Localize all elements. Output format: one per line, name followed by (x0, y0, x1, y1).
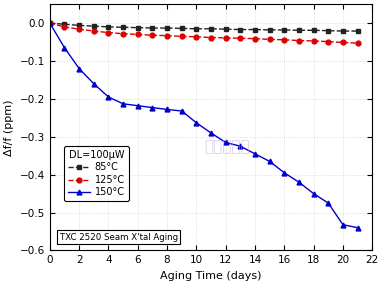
Text: TXC 2520 Seam X'tal Aging: TXC 2520 Seam X'tal Aging (59, 233, 178, 242)
125°C (209, 36, 213, 39)
85°C (282, 28, 286, 32)
150°C (340, 223, 345, 226)
125°C (267, 38, 272, 41)
125°C (92, 29, 96, 33)
150°C (223, 141, 228, 144)
150°C (179, 109, 184, 113)
150°C (121, 102, 125, 105)
85°C (238, 28, 242, 31)
85°C (62, 23, 67, 26)
Legend: 85°C, 125°C, 150°C: 85°C, 125°C, 150°C (64, 146, 129, 201)
125°C (326, 40, 331, 43)
125°C (62, 25, 67, 28)
85°C (326, 29, 331, 32)
150°C (297, 180, 301, 184)
Text: 金洛鑫电子: 金洛鑫电子 (204, 139, 250, 154)
125°C (165, 34, 169, 37)
150°C (62, 46, 67, 49)
125°C (355, 42, 360, 45)
125°C (311, 39, 316, 43)
150°C (150, 106, 155, 109)
Line: 85°C: 85°C (47, 21, 360, 34)
85°C (121, 26, 125, 29)
85°C (355, 29, 360, 33)
125°C (282, 38, 286, 42)
125°C (77, 27, 82, 31)
125°C (106, 31, 111, 34)
150°C (106, 95, 111, 99)
85°C (311, 28, 316, 32)
85°C (106, 25, 111, 28)
Line: 150°C: 150°C (47, 21, 360, 230)
85°C (179, 27, 184, 30)
150°C (355, 226, 360, 229)
85°C (223, 27, 228, 31)
85°C (165, 26, 169, 30)
150°C (136, 104, 140, 107)
150°C (92, 82, 96, 86)
85°C (136, 26, 140, 29)
150°C (209, 131, 213, 135)
150°C (253, 152, 257, 156)
85°C (150, 26, 155, 30)
125°C (297, 39, 301, 42)
150°C (77, 67, 82, 70)
150°C (165, 108, 169, 111)
85°C (340, 29, 345, 33)
150°C (47, 21, 52, 25)
85°C (77, 24, 82, 27)
125°C (238, 36, 242, 40)
85°C (194, 27, 199, 30)
85°C (92, 25, 96, 28)
125°C (47, 21, 52, 25)
85°C (253, 28, 257, 31)
150°C (282, 171, 286, 174)
150°C (194, 121, 199, 125)
150°C (267, 160, 272, 163)
125°C (121, 32, 125, 35)
125°C (136, 33, 140, 36)
125°C (150, 34, 155, 37)
X-axis label: Aging Time (days): Aging Time (days) (160, 271, 262, 281)
125°C (179, 35, 184, 38)
125°C (340, 41, 345, 44)
150°C (326, 201, 331, 205)
150°C (238, 144, 242, 148)
125°C (194, 35, 199, 38)
85°C (47, 21, 52, 25)
85°C (297, 28, 301, 32)
85°C (267, 28, 272, 32)
Y-axis label: Δf/f (ppm): Δf/f (ppm) (4, 99, 14, 156)
Line: 125°C: 125°C (47, 21, 360, 46)
125°C (223, 36, 228, 40)
150°C (311, 192, 316, 195)
85°C (209, 27, 213, 30)
125°C (253, 37, 257, 40)
